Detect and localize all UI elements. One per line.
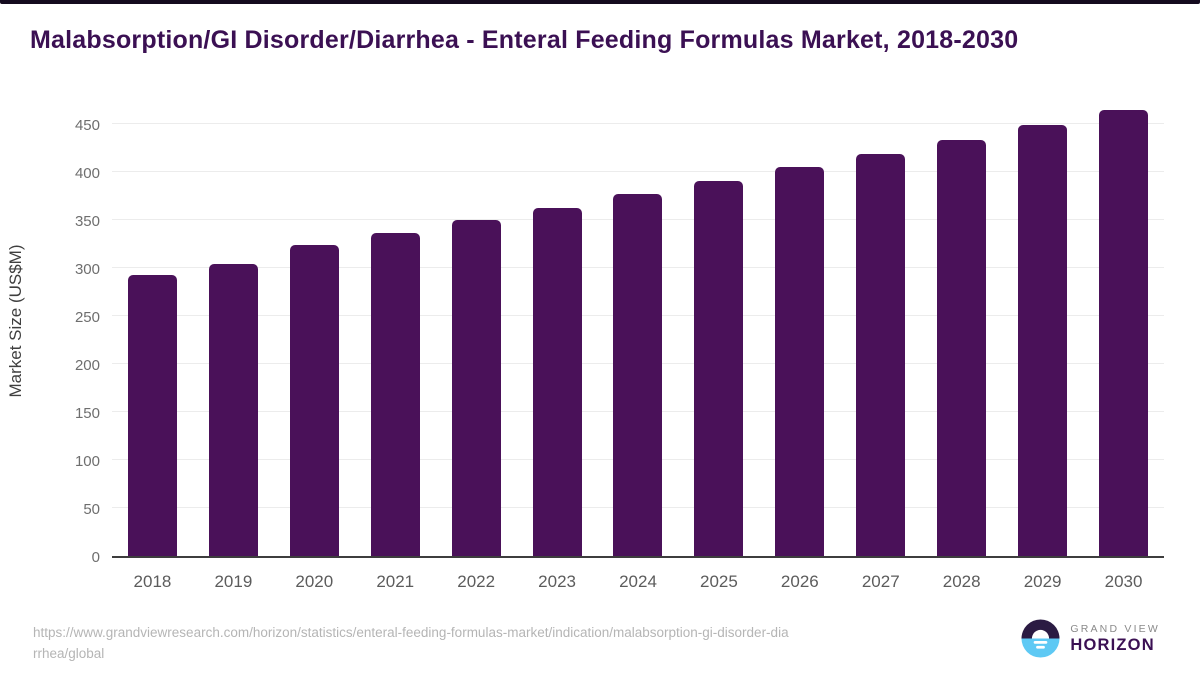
y-tick-label-300: 300 xyxy=(74,261,100,278)
plot-area xyxy=(112,78,1164,558)
source-url-line-1: https://www.grandviewresearch.com/horizo… xyxy=(33,625,789,640)
bar-2023[interactable] xyxy=(532,207,582,556)
top-accent-border xyxy=(0,0,1200,4)
bar-2018[interactable] xyxy=(127,274,177,556)
gridline-400 xyxy=(112,171,1164,172)
bar-slot-2026 xyxy=(759,78,840,556)
bar-slot-2023 xyxy=(517,78,598,556)
bar-slot-2022 xyxy=(436,78,517,556)
y-tick-label-150: 150 xyxy=(74,405,100,422)
bar-chart: Market Size (US$M) 0 50 100 150 200 250 300 350… xyxy=(0,78,1200,591)
bar-2024[interactable] xyxy=(613,194,663,556)
y-tick-label-400: 400 xyxy=(74,165,100,182)
bar-2025[interactable] xyxy=(694,180,744,556)
y-tick-label-200: 200 xyxy=(74,357,100,374)
bar-slot-2020 xyxy=(274,78,355,556)
x-tick-label-2026: 2026 xyxy=(780,572,819,591)
bar-slot-2019 xyxy=(193,78,274,556)
source-url: https://www.grandviewresearch.com/horizo… xyxy=(33,622,953,664)
bar-slot-2024 xyxy=(598,78,679,556)
gridline-450 xyxy=(112,123,1164,124)
x-tick-label-2027: 2027 xyxy=(861,572,900,591)
bar-2030[interactable] xyxy=(1099,109,1149,556)
bar-slot-2021 xyxy=(355,78,436,556)
source-url-line-2: rrhea/global xyxy=(33,646,105,661)
y-tick-label-50: 50 xyxy=(83,501,100,518)
bar-2029[interactable] xyxy=(1018,124,1068,556)
page-title: Malabsorption/GI Disorder/Diarrhea - Ent… xyxy=(30,26,1019,54)
y-tick-label-0: 0 xyxy=(91,549,100,566)
x-tick-label-2022: 2022 xyxy=(457,572,496,591)
bar-2020[interactable] xyxy=(289,244,339,556)
logo-grand-view-text: GRAND VIEW xyxy=(1070,622,1160,635)
bar-slot-2028 xyxy=(921,78,1002,556)
y-axis-tick-labels: 0 50 100 150 200 250 300 350 400 450 xyxy=(0,78,100,566)
grand-view-horizon-logo: GRAND VIEW HORIZON xyxy=(1021,619,1160,658)
y-tick-label-100: 100 xyxy=(74,453,100,470)
horizon-sun-icon xyxy=(1021,619,1060,658)
bar-2021[interactable] xyxy=(370,233,420,556)
x-tick-label-2028: 2028 xyxy=(942,572,981,591)
bar-slot-2030 xyxy=(1083,78,1164,556)
x-tick-label-2025: 2025 xyxy=(700,572,738,591)
logo-wordmark: GRAND VIEW HORIZON xyxy=(1070,623,1160,655)
bar-2028[interactable] xyxy=(937,140,987,556)
y-tick-label-350: 350 xyxy=(74,213,100,230)
bar-2019[interactable] xyxy=(208,264,258,556)
bar-slot-2018 xyxy=(112,78,193,556)
x-tick-label-2023: 2023 xyxy=(538,572,576,591)
x-tick-label-2030: 2030 xyxy=(1104,572,1143,591)
y-tick-label-250: 250 xyxy=(74,309,100,326)
bar-2027[interactable] xyxy=(856,153,906,556)
bar-2026[interactable] xyxy=(775,167,825,556)
bar-2022[interactable] xyxy=(451,220,501,556)
x-tick-label-2019: 2019 xyxy=(214,572,253,591)
x-tick-label-2021: 2021 xyxy=(376,572,415,591)
x-tick-label-2018: 2018 xyxy=(133,572,172,591)
bar-slot-2027 xyxy=(840,78,921,556)
footer: https://www.grandviewresearch.com/horizo… xyxy=(0,616,1200,675)
x-axis-tick-labels: 2018 2019 2020 2021 2022 2023 2024 2025 2026 2027… xyxy=(112,572,1164,592)
logo-horizon-text: HORIZON xyxy=(1070,635,1155,654)
x-tick-label-2024: 2024 xyxy=(619,572,657,591)
y-tick-label-450: 450 xyxy=(74,117,100,134)
bar-slot-2029 xyxy=(1002,78,1083,556)
bar-slot-2025 xyxy=(678,78,759,556)
bars-container xyxy=(112,78,1164,556)
x-tick-label-2020: 2020 xyxy=(295,572,334,591)
x-tick-label-2029: 2029 xyxy=(1023,572,1062,591)
